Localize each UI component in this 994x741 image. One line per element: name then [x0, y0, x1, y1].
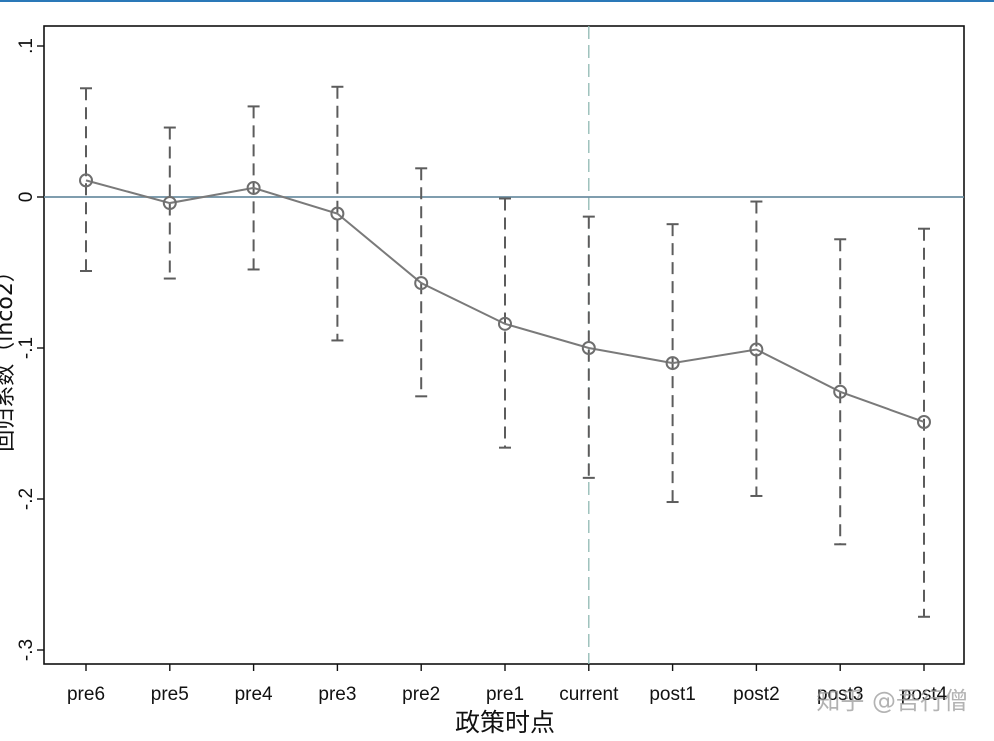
- x-tick-label: post3: [817, 684, 863, 705]
- point-marker-post4: [917, 414, 931, 429]
- point-marker-pre3: [330, 206, 345, 221]
- point-marker-pre1: [498, 316, 512, 331]
- point-marker-pre2: [414, 276, 429, 291]
- x-tick-label: pre2: [402, 684, 440, 705]
- y-tick-label: 0: [16, 192, 37, 203]
- plot-area-border: [43, 25, 965, 665]
- estimate-line: [85, 179, 925, 423]
- y-tick-label: -.3: [16, 639, 37, 661]
- y-axis-label: 回归系数（lnco2）: [0, 260, 18, 452]
- point-marker-post1: [665, 356, 680, 371]
- x-tick-label: post1: [649, 684, 695, 705]
- estimate-series-line: [85, 179, 925, 423]
- point-marker-pre4: [246, 180, 261, 195]
- reference-lines: [44, 26, 964, 664]
- x-tick-label: pre6: [67, 684, 105, 705]
- x-tick-label: pre3: [318, 684, 356, 705]
- point-marker-pre5: [162, 196, 177, 211]
- watermark: 知乎 @吾行僧: [816, 687, 968, 715]
- y-tick-label: -.1: [16, 337, 37, 359]
- y-tick-label: -.2: [16, 488, 37, 510]
- y-tick-label: .1: [16, 38, 37, 54]
- axes: .1 0 -.1 -.2 -.3 pre6 pre5 pre4 pre3 pre2 pre1 curr…: [16, 38, 948, 705]
- x-tick-label: post2: [733, 684, 779, 705]
- x-tick-label: post4: [901, 684, 948, 705]
- plot-frame: [43, 25, 965, 665]
- x-tick-label: pre5: [151, 684, 189, 705]
- window-top-border: [0, 0, 994, 2]
- x-tick-label: pre4: [235, 684, 273, 705]
- point-marker-current: [581, 341, 596, 355]
- x-tick-label: pre1: [486, 684, 524, 705]
- estimate-markers: [79, 173, 931, 429]
- x-tick-label: current: [559, 684, 619, 705]
- point-marker-post2: [749, 342, 764, 357]
- point-marker-post3: [833, 384, 848, 399]
- x-axis-label: 政策时点: [455, 708, 555, 737]
- point-marker-pre6: [79, 173, 93, 188]
